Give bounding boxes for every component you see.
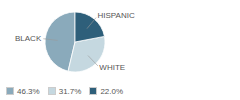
html-text:31.7%: 31.7% xyxy=(58,86,82,96)
svg-text:BLACK: BLACK xyxy=(15,34,42,43)
svg-text:WHITE: WHITE xyxy=(99,63,125,72)
html-text:22.0%: 22.0% xyxy=(100,86,124,96)
svg-text:HISPANIC: HISPANIC xyxy=(97,11,134,20)
html-text:46.3%: 46.3% xyxy=(17,86,40,96)
